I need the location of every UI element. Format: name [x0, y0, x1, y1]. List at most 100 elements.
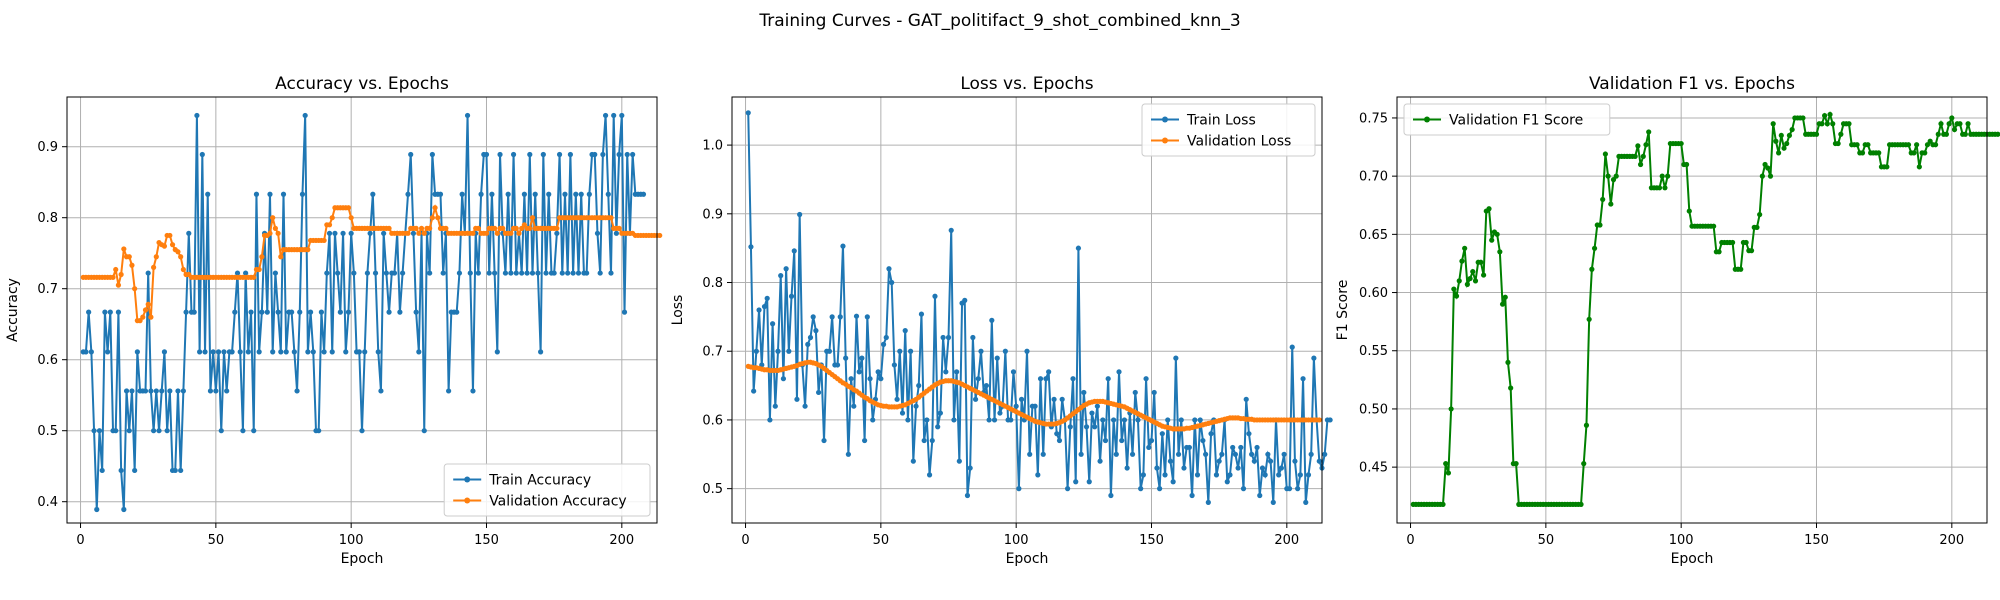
chart-3-series-validation-f1-score-point-20 — [1462, 245, 1468, 251]
chart-1-series-train-accuracy-point-38 — [180, 388, 186, 394]
chart-3-series-validation-f1-score-point-87 — [1643, 142, 1649, 148]
chart-2-series-train-loss-point-128 — [1089, 410, 1095, 416]
chart-1-series-validation-accuracy-point-37 — [178, 254, 184, 260]
chart-3-axes-frame — [1396, 96, 1988, 524]
chart-1-series-train-accuracy-point-81 — [297, 309, 303, 315]
chart-1-series-validation-accuracy-point-15 — [118, 271, 124, 278]
chart-1-series-train-accuracy-point-25 — [145, 270, 151, 276]
chart-2-series-train-loss-point-101 — [1016, 486, 1022, 492]
chart-3-series-validation-f1-score — [1410, 110, 2000, 507]
chart-2-series-train-loss-point-36 — [840, 243, 846, 249]
chart-3-series-validation-f1-score-point-200 — [1949, 115, 1955, 121]
chart-3-series-validation-f1-score-point-139 — [1784, 140, 1790, 147]
chart-1-series-train-accuracy-point-57 — [232, 309, 238, 315]
chart-2-legend: Train Loss Validation Loss — [1141, 103, 1316, 157]
chart-1-series-train-accuracy-point-42 — [191, 309, 197, 315]
chart-1-series-train-accuracy-point-45 — [199, 151, 205, 158]
chart-1-series-train-accuracy-point-26 — [148, 388, 154, 394]
chart-1-series-train-accuracy-point-63 — [248, 309, 254, 315]
chart-2-series-train-loss-point-150 — [1148, 437, 1155, 444]
chart-1-series-train-accuracy-point-31 — [161, 349, 168, 355]
chart-2-series-train-loss-point-124 — [1078, 451, 1084, 457]
chart-2-series-train-loss-point-214 — [1322, 451, 1328, 457]
chart-1-series-train-accuracy-point-92 — [326, 230, 333, 236]
chart-1-series-train-accuracy-point-60 — [240, 428, 246, 434]
chart-1-series-validation-accuracy-point-129 — [427, 225, 433, 231]
chart-3-series-validation-f1-score-point-201 — [1951, 126, 1958, 133]
chart-1-series-validation-accuracy-point-124 — [413, 225, 419, 231]
chart-2-series-train-loss-point-39 — [848, 376, 854, 382]
chart-1-series-train-accuracy-point-7 — [96, 428, 103, 434]
chart-3-series-validation-f1-score-point-186 — [1911, 150, 1917, 156]
chart-1-series-validation-accuracy-point-130 — [429, 215, 435, 221]
chart-2-series-train-loss-point-40 — [851, 403, 857, 409]
chart-1-series-train-accuracy-point-20 — [132, 467, 138, 474]
chart-2-series-train-loss-point-100 — [1013, 403, 1019, 409]
chart-1-series-train-accuracy-point-44 — [197, 349, 203, 355]
chart-1-series-train-accuracy-point-19 — [129, 388, 135, 394]
chart-1-series-train-accuracy-point-73 — [275, 309, 281, 315]
chart-1-series-train-accuracy-point-11 — [107, 309, 113, 315]
chart-2-series-train-loss-point-37 — [843, 355, 849, 361]
chart-1-series-train-accuracy-point-53 — [221, 349, 227, 355]
chart-3-series-validation-f1-score-point-119 — [1730, 239, 1736, 246]
chart-3-series-validation-f1-score-point-12 — [1440, 501, 1446, 507]
chart-2-y-tick-label-1: 0.6 — [702, 413, 723, 428]
chart-1-series-train-accuracy-point-150 — [483, 151, 490, 158]
chart-3-series-validation-f1-score-point-85 — [1637, 161, 1644, 168]
chart-1-y-tick-label-5: 0.9 — [37, 140, 58, 155]
chart-1-series-train-accuracy-point-184 — [575, 270, 582, 276]
chart-3-series-validation-f1-score-point-158 — [1835, 140, 1841, 147]
chart-1-series-train-accuracy-point-76 — [283, 349, 289, 355]
chart-1-legend-entry-train-accuracy-label: Train Accuracy — [488, 473, 591, 489]
chart-1-series-train-accuracy-point-15 — [118, 467, 124, 474]
chart-2-series-train-loss-point-199 — [1281, 451, 1287, 457]
chart-2-series-train-loss-point-167 — [1194, 472, 1201, 478]
chart-1-series-validation-accuracy-point-25 — [145, 301, 151, 307]
chart-2-series-train-loss-point-99 — [1010, 369, 1017, 375]
chart-1-x-tick-label-0: 0 — [76, 533, 84, 548]
chart-1-series-train-accuracy-point-199 — [616, 151, 622, 158]
chart-1-series-validation-accuracy-point-145 — [470, 230, 476, 236]
chart-1-series-train-accuracy-point-50 — [213, 388, 219, 394]
chart-1-series-validation-accuracy-point-26 — [148, 314, 154, 320]
chart-2-series-train-loss-point-12 — [775, 348, 781, 354]
chart-1-series-validation-accuracy-point-164 — [521, 222, 527, 228]
chart-3-series-validation-f1-score-point-15 — [1448, 406, 1454, 412]
chart-2-series-train-loss-point-170 — [1203, 451, 1209, 457]
chart-1-series-train-accuracy-point-27 — [151, 428, 157, 434]
chart-2-series-train-loss-point-41 — [853, 313, 860, 319]
chart-1-series-train-accuracy-point-129 — [427, 270, 433, 276]
chart-1-series-train-accuracy-point-139 — [454, 309, 460, 315]
chart-2-y-axis-label: Loss — [670, 295, 686, 326]
chart-3-series-validation-f1-score-point-131 — [1762, 161, 1768, 168]
chart-3-series-validation-f1-score-point-63 — [1578, 501, 1584, 507]
chart-2-series-train-loss-point-123 — [1075, 245, 1082, 251]
chart-1-series-train-accuracy-point-66 — [256, 349, 262, 355]
chart-1-series-validation-accuracy-point-167 — [529, 215, 536, 221]
chart-2-series-train-loss-point-114 — [1051, 396, 1057, 402]
chart-1-series-train-accuracy-point-54 — [224, 388, 230, 394]
chart-1-series-train-accuracy-point-187 — [584, 270, 590, 276]
chart-1-series-validation-accuracy-point-28 — [153, 254, 159, 260]
chart-2-series-train-loss-point-172 — [1208, 431, 1214, 437]
chart-1-x-axis-label: Epoch — [341, 551, 384, 567]
chart-1-series-validation-accuracy-point-147 — [475, 225, 481, 231]
chart-2-legend-entry-train-loss-marker — [1162, 116, 1168, 123]
chart-1-series-train-accuracy-point-103 — [356, 349, 362, 355]
chart-3-series-validation-f1-score-point-17 — [1453, 293, 1460, 299]
chart-3-y-tick-label-4: 0.65 — [1359, 228, 1388, 243]
chart-1-series-train-accuracy-point-165 — [524, 270, 530, 276]
chart-2-series-train-loss-point-25 — [810, 314, 816, 320]
chart-2-series-train-loss-point-138 — [1116, 369, 1122, 375]
chart-1-series-train-accuracy-point-202 — [624, 151, 630, 158]
chart-2-series-train-loss-point-147 — [1140, 472, 1146, 478]
chart-2-series-train-loss-point-135 — [1108, 492, 1114, 499]
chart-1-series-validation-accuracy-point-31 — [161, 243, 168, 249]
chart-3-series-validation-f1-score-point-86 — [1640, 153, 1646, 159]
chart-1-series-train-accuracy-point-147 — [475, 270, 481, 276]
chart-2-series-train-loss-point-145 — [1135, 417, 1141, 423]
chart-1-series-train-accuracy-point-145 — [470, 388, 476, 394]
chart-1-series-validation-accuracy-point-22 — [137, 318, 143, 324]
chart-1-series-validation-accuracy — [80, 203, 663, 324]
